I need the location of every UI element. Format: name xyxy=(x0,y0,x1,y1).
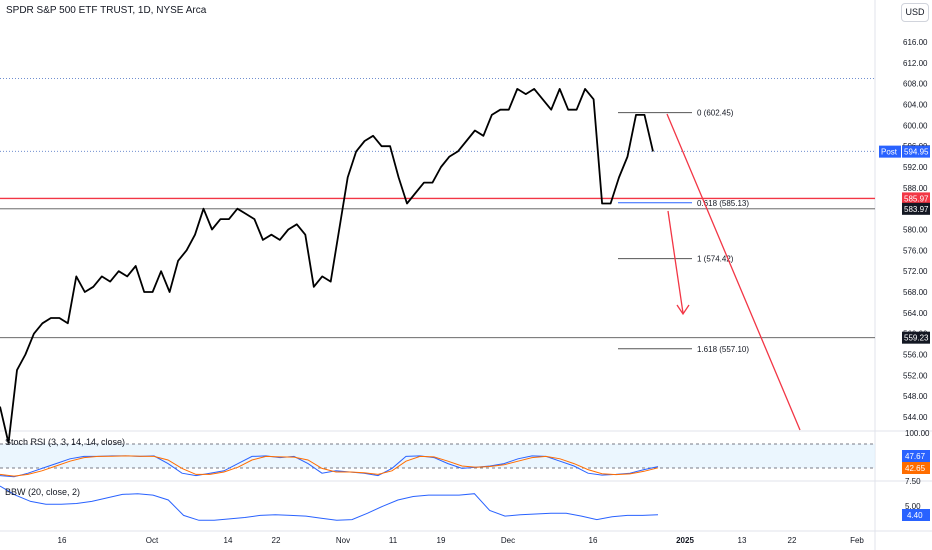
y-tick-label: 568.00 xyxy=(903,288,928,297)
bbw-value-tag xyxy=(902,509,930,521)
y-tick-label: 608.00 xyxy=(903,80,928,89)
x-tick-label: Oct xyxy=(146,536,159,545)
price-tag xyxy=(902,331,930,344)
stoch-value-tag xyxy=(902,462,930,474)
y-tick-label: 580.00 xyxy=(903,226,928,235)
stoch-y-tick: 100.00 xyxy=(905,429,930,438)
bbw-y-tick: 5.00 xyxy=(905,502,921,511)
x-tick-label: 16 xyxy=(589,536,598,545)
stoch-d-line xyxy=(0,455,659,477)
price-tag xyxy=(902,202,930,215)
stoch-value-label: 47.67 xyxy=(905,452,926,461)
bbw-value-label: 4.40 xyxy=(907,511,923,520)
y-tick-label: 616.00 xyxy=(903,38,928,47)
stoch-value-label: 42.65 xyxy=(905,464,926,473)
y-tick-label: 604.00 xyxy=(903,101,928,110)
price-tag xyxy=(902,192,930,205)
x-tick-label: 19 xyxy=(437,536,446,545)
x-tick-label: Nov xyxy=(336,536,350,545)
y-tick-label: 556.00 xyxy=(903,351,928,360)
down-arrow-head xyxy=(676,304,690,316)
x-tick-label: 2025 xyxy=(676,536,694,545)
down-arrow-line xyxy=(667,210,684,314)
chart-title: SPDR S&P 500 ETF TRUST, 1D, NYSE Arca xyxy=(6,5,207,16)
y-tick-label: 592.00 xyxy=(903,163,928,172)
y-tick-label: 544.00 xyxy=(903,413,928,422)
y-tick-label: 572.00 xyxy=(903,267,928,276)
fib-level-label: 1.618 (557.10) xyxy=(697,345,749,354)
price-tag-label: 585.97 xyxy=(904,194,929,203)
x-tick-label: 13 xyxy=(738,536,747,545)
currency-button[interactable]: USD xyxy=(901,3,929,22)
y-tick-label: 564.00 xyxy=(903,309,928,318)
y-tick-label: 600.00 xyxy=(903,121,928,130)
price-tag-label: 594.95 xyxy=(904,148,929,157)
trend-arrow-line xyxy=(666,113,801,431)
x-tick-label: 16 xyxy=(58,536,67,545)
x-tick-label: 22 xyxy=(272,536,281,545)
stoch-y-tick: 7.50 xyxy=(905,477,921,486)
x-tick-label: 22 xyxy=(788,536,797,545)
stoch-value-tag xyxy=(902,450,930,462)
x-tick-label: Dec xyxy=(501,536,515,545)
price-tag xyxy=(902,145,930,158)
fib-level-label: 0.618 (585.13) xyxy=(697,199,749,208)
y-tick-label: 612.00 xyxy=(903,59,928,68)
x-tick-label: 11 xyxy=(389,536,398,545)
y-tick-label: 588.00 xyxy=(903,184,928,193)
price-tag-label: 583.97 xyxy=(904,205,929,214)
fib-level-label: 0 (602.45) xyxy=(697,109,734,118)
price-line xyxy=(0,88,654,444)
x-tick-label: 14 xyxy=(224,536,233,545)
y-tick-label: 552.00 xyxy=(903,371,928,380)
stoch-rsi-legend[interactable]: Stoch RSI (3, 3, 14, 14, close) xyxy=(5,437,126,447)
y-tick-label: 576.00 xyxy=(903,246,928,255)
fib-level-label: 1 (574.42) xyxy=(697,255,734,264)
price-tag-label: 559.23 xyxy=(904,334,929,343)
post-tag xyxy=(879,145,901,158)
bbw-line xyxy=(0,485,659,521)
bbw-legend[interactable]: BBW (20, close, 2) xyxy=(5,487,81,497)
y-tick-label: 548.00 xyxy=(903,392,928,401)
post-tag-label: Post xyxy=(881,148,898,157)
x-tick-label: Feb xyxy=(850,536,864,545)
